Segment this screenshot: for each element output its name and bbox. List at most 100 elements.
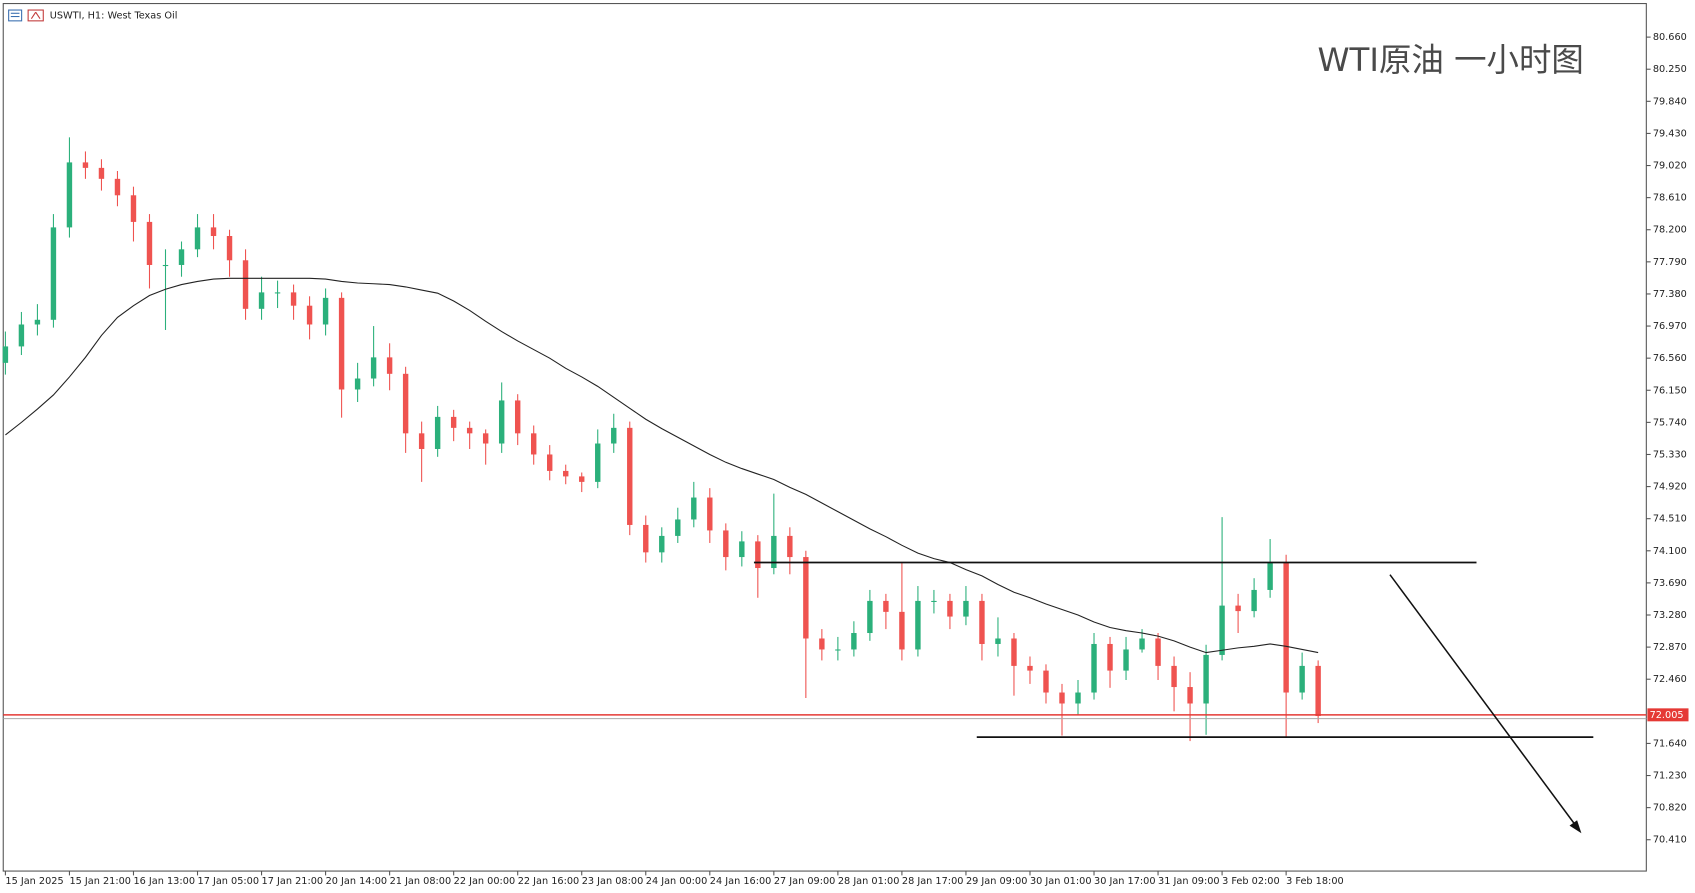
- x-tick-label: 24 Jan 16:00: [710, 876, 772, 887]
- candle-body: [258, 292, 265, 309]
- y-tick-label: 78.200: [1653, 225, 1687, 236]
- candle-body: [1283, 562, 1289, 693]
- candle-body: [418, 433, 425, 449]
- candle-body: [755, 541, 761, 569]
- candle-body: [579, 476, 585, 482]
- x-tick-label: 15 Jan 2025: [5, 876, 63, 887]
- candle-body: [146, 221, 153, 265]
- y-tick-label: 77.380: [1653, 289, 1687, 300]
- candle-body: [82, 162, 89, 168]
- candle-body: [963, 600, 969, 617]
- y-tick-label: 76.970: [1653, 321, 1687, 332]
- candle-body: [2, 346, 9, 363]
- candle-body: [98, 167, 105, 179]
- candle-body: [194, 227, 201, 250]
- candle-body: [851, 633, 857, 650]
- candle-body: [867, 600, 873, 634]
- plot-frame: [2, 3, 1647, 872]
- candle-body: [514, 400, 521, 434]
- candle-body: [1251, 589, 1257, 612]
- candle-body: [787, 535, 793, 558]
- candles: [2, 137, 1321, 742]
- candle-body: [434, 416, 441, 449]
- y-tick-label: 76.560: [1653, 353, 1687, 364]
- x-tick-label: 28 Jan 17:00: [902, 876, 964, 887]
- candle-body: [178, 249, 185, 265]
- candle-body: [723, 530, 729, 558]
- x-tick-label: 17 Jan 05:00: [198, 876, 260, 887]
- y-tick-label: 74.510: [1653, 514, 1687, 525]
- candle-body: [819, 638, 825, 650]
- candle-body: [1059, 692, 1065, 704]
- candle-body: [18, 324, 25, 347]
- y-tick-label: 76.150: [1653, 385, 1687, 396]
- candle-body: [1091, 643, 1097, 693]
- y-tick-label: 75.740: [1653, 417, 1687, 428]
- y-tick-label: 75.330: [1653, 449, 1687, 460]
- y-tick-label: 74.100: [1653, 546, 1687, 557]
- x-tick-label: 3 Feb 18:00: [1286, 876, 1344, 887]
- candle-body: [226, 236, 233, 261]
- x-tick-label: 24 Jan 00:00: [646, 876, 708, 887]
- candle-body: [659, 535, 665, 553]
- candle-body: [915, 600, 921, 650]
- candle-body: [883, 600, 889, 612]
- candle-body: [691, 497, 697, 520]
- chart-title: WTI原油 一小时图: [1317, 41, 1583, 79]
- y-tick-label: 73.280: [1653, 610, 1687, 621]
- candle-body: [1187, 687, 1193, 704]
- candle-body: [771, 535, 777, 569]
- candle-body: [114, 178, 121, 196]
- x-tick-label: 22 Jan 16:00: [518, 876, 580, 887]
- y-tick-label: 70.820: [1653, 803, 1687, 814]
- x-tick-label: 21 Jan 08:00: [390, 876, 452, 887]
- candle-body: [979, 600, 985, 644]
- x-tick-label: 15 Jan 21:00: [69, 876, 131, 887]
- x-tick-label: 29 Jan 09:00: [966, 876, 1028, 887]
- y-tick-label: 72.460: [1653, 674, 1687, 685]
- x-tick-label: 23 Jan 08:00: [582, 876, 644, 887]
- chart-header: USWTI, H1: West Texas Oil: [50, 10, 178, 21]
- candle-body: [1139, 638, 1145, 650]
- price-label-box: [1647, 708, 1689, 722]
- candle-body: [1043, 670, 1049, 693]
- candle-body: [547, 454, 553, 471]
- candle-body: [34, 319, 41, 325]
- candle-body: [274, 292, 281, 294]
- candle-body: [1267, 562, 1273, 590]
- candle-body: [947, 600, 953, 617]
- candle-body: [210, 227, 217, 237]
- candle-body: [242, 260, 249, 309]
- y-tick-label: 79.430: [1653, 128, 1687, 139]
- candle-body: [563, 470, 569, 477]
- candle-body: [322, 297, 329, 325]
- y-tick-label: 77.790: [1653, 257, 1687, 268]
- candle-body: [306, 305, 313, 325]
- x-tick-label: 30 Jan 01:00: [1030, 876, 1092, 887]
- candle-body: [1011, 638, 1017, 666]
- x-tick-label: 28 Jan 01:00: [838, 876, 900, 887]
- candle-body: [130, 195, 137, 222]
- candle-body: [931, 600, 937, 602]
- candle-body: [1299, 665, 1305, 693]
- candle-body: [899, 611, 905, 650]
- x-tick-label: 16 Jan 13:00: [133, 876, 195, 887]
- x-tick-label: 22 Jan 00:00: [454, 876, 516, 887]
- candle-body: [1027, 665, 1033, 671]
- candle-body: [354, 378, 361, 390]
- arrow-head: [1569, 820, 1582, 834]
- x-tick-label: 31 Jan 09:00: [1158, 876, 1220, 887]
- candle-body: [498, 400, 505, 444]
- y-tick-label: 79.840: [1653, 96, 1687, 107]
- candle-body: [1315, 665, 1321, 717]
- y-tick-label: 79.020: [1653, 161, 1687, 172]
- candle-body: [370, 357, 377, 379]
- y-tick-label: 72.870: [1653, 642, 1687, 653]
- x-tick-label: 30 Jan 17:00: [1094, 876, 1156, 887]
- candle-body: [530, 433, 537, 455]
- candle-body: [338, 297, 345, 390]
- candle-body: [643, 524, 649, 553]
- x-tick-label: 3 Feb 02:00: [1222, 876, 1280, 887]
- header-icons: [8, 9, 44, 22]
